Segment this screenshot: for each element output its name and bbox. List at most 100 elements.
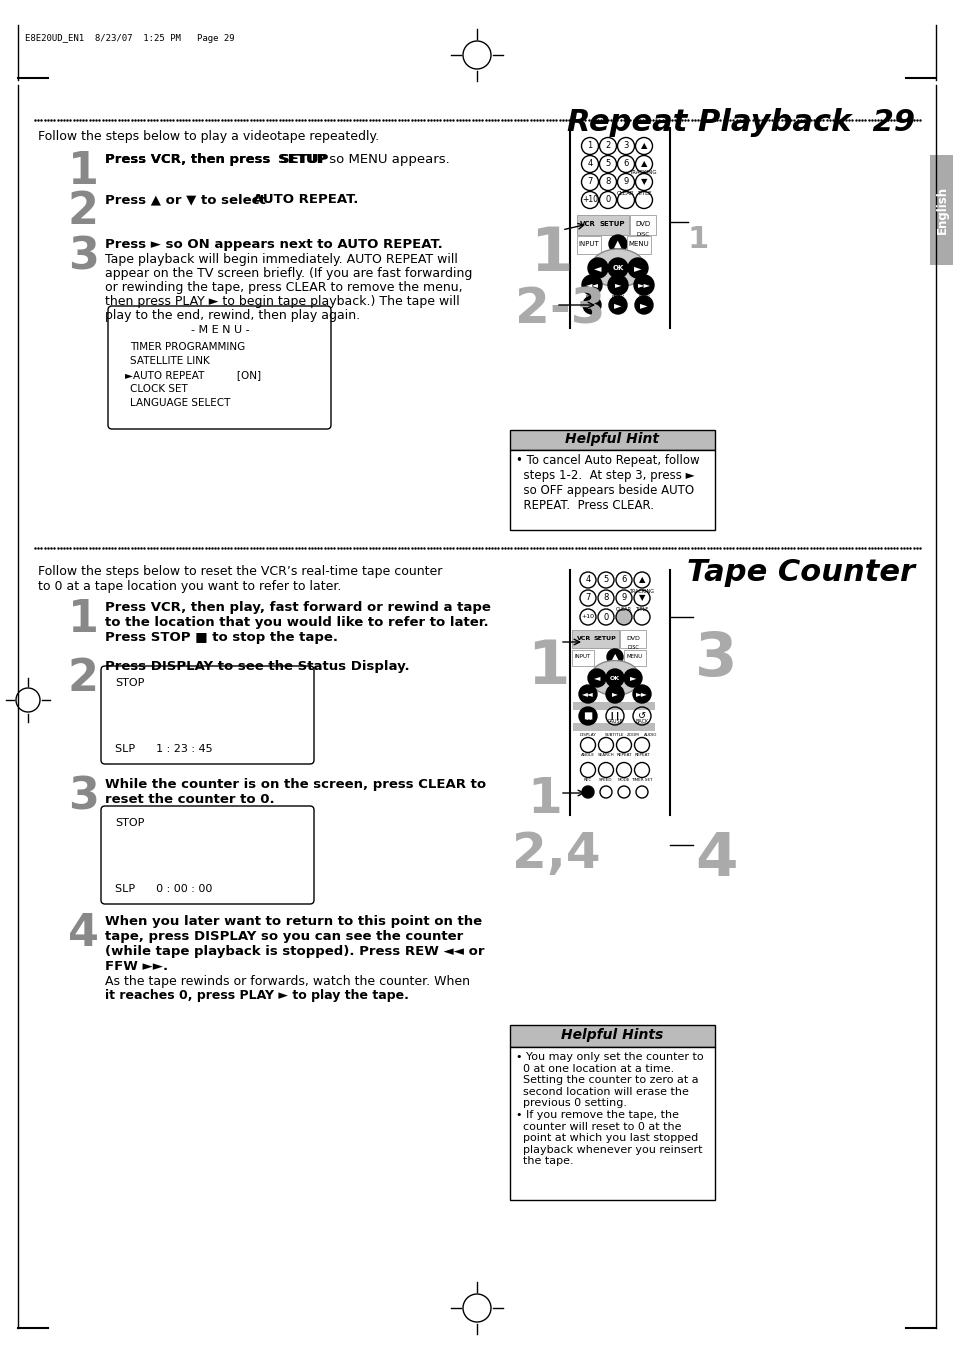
- Text: OK: OK: [612, 265, 623, 272]
- Text: SETUP: SETUP: [277, 153, 326, 166]
- Text: ►: ►: [612, 689, 618, 698]
- Text: 1: 1: [526, 638, 569, 697]
- Text: 1: 1: [687, 226, 708, 254]
- FancyBboxPatch shape: [101, 807, 314, 904]
- Text: PLAY: PLAY: [611, 295, 624, 300]
- Text: it reaches 0, press PLAY ► to play the tape.: it reaches 0, press PLAY ► to play the t…: [105, 989, 409, 1002]
- Text: REPEAT: REPEAT: [616, 753, 631, 757]
- Circle shape: [635, 296, 652, 313]
- Circle shape: [623, 669, 641, 688]
- Text: ◄: ◄: [594, 263, 601, 273]
- Text: 2: 2: [605, 142, 610, 150]
- Text: • To cancel Auto Repeat, follow
  steps 1-2.  At step 3, press ►
  so OFF appear: • To cancel Auto Repeat, follow steps 1-…: [516, 454, 699, 512]
- Text: Press VCR, then press: Press VCR, then press: [105, 153, 274, 166]
- Text: SATELLITE LINK: SATELLITE LINK: [130, 357, 210, 366]
- Circle shape: [633, 685, 650, 703]
- Text: 2,4: 2,4: [512, 830, 600, 878]
- Text: FFW: FFW: [638, 295, 649, 300]
- FancyBboxPatch shape: [108, 305, 331, 430]
- Text: TRACKING: TRACKING: [629, 170, 656, 176]
- FancyBboxPatch shape: [572, 630, 618, 648]
- Text: INPUT: INPUT: [578, 240, 598, 247]
- FancyBboxPatch shape: [619, 630, 645, 648]
- Text: English: English: [935, 186, 947, 234]
- Text: MENU: MENU: [628, 240, 649, 247]
- Text: reset the counter to 0.: reset the counter to 0.: [105, 793, 274, 807]
- Text: TITLE: TITLE: [635, 607, 648, 612]
- Text: ►AUTO REPEAT          [ON]: ►AUTO REPEAT [ON]: [125, 370, 261, 380]
- Text: CLEAR: CLEAR: [617, 190, 634, 196]
- Text: - M E N U -: - M E N U -: [191, 326, 249, 335]
- Ellipse shape: [589, 661, 639, 696]
- Text: SLP      1 : 23 : 45: SLP 1 : 23 : 45: [115, 744, 213, 754]
- Text: Press VCR, then press: Press VCR, then press: [105, 153, 274, 166]
- Text: 1: 1: [68, 598, 99, 640]
- Text: AUTO REPEAT.: AUTO REPEAT.: [253, 193, 358, 205]
- Text: REC: REC: [583, 778, 592, 782]
- Text: VCR: VCR: [577, 635, 591, 640]
- FancyBboxPatch shape: [577, 215, 628, 235]
- Text: +10: +10: [581, 615, 594, 620]
- Text: While the counter is on the screen, press CLEAR to: While the counter is on the screen, pres…: [105, 778, 486, 790]
- FancyBboxPatch shape: [569, 128, 669, 328]
- Text: DISC: DISC: [636, 232, 649, 236]
- FancyBboxPatch shape: [626, 236, 650, 254]
- Text: ■: ■: [583, 711, 592, 721]
- Text: ZOOM: ZOOM: [626, 734, 639, 738]
- Circle shape: [581, 276, 601, 295]
- Ellipse shape: [590, 249, 645, 286]
- Text: Follow the steps below to play a videotape repeatedly.: Follow the steps below to play a videota…: [38, 130, 378, 143]
- Text: ▲: ▲: [639, 576, 644, 585]
- Text: 1: 1: [526, 775, 561, 823]
- FancyBboxPatch shape: [573, 703, 655, 711]
- Text: STOP: STOP: [115, 678, 144, 688]
- Text: 8: 8: [602, 593, 608, 603]
- Text: Press STOP ■ to stop the tape.: Press STOP ■ to stop the tape.: [105, 631, 337, 644]
- Text: tape, press DISPLAY so you can see the counter: tape, press DISPLAY so you can see the c…: [105, 929, 463, 943]
- Text: 9: 9: [622, 177, 628, 186]
- Circle shape: [578, 685, 597, 703]
- Text: 4: 4: [695, 830, 737, 889]
- Text: ▼: ▼: [640, 177, 646, 186]
- Text: DISC: DISC: [626, 644, 639, 650]
- Text: 6: 6: [622, 159, 628, 169]
- FancyBboxPatch shape: [629, 215, 656, 235]
- Text: then press PLAY ► to begin tape playback.) The tape will: then press PLAY ► to begin tape playback…: [105, 295, 459, 308]
- Text: ▲: ▲: [640, 159, 646, 169]
- Text: VCR: VCR: [579, 222, 596, 227]
- Text: ▲: ▲: [640, 142, 646, 150]
- Text: E8E20UD_EN1  8/23/07  1:25 PM   Page 29: E8E20UD_EN1 8/23/07 1:25 PM Page 29: [25, 34, 234, 43]
- Text: SETUP: SETUP: [598, 222, 624, 227]
- Text: appear on the TV screen briefly. (If you are fast forwarding: appear on the TV screen briefly. (If you…: [105, 267, 472, 280]
- Circle shape: [616, 609, 631, 626]
- Text: Press ▲ or ▼ to select: Press ▲ or ▼ to select: [105, 193, 270, 205]
- Circle shape: [607, 258, 627, 278]
- Circle shape: [634, 276, 654, 295]
- Text: ANGLE: ANGLE: [580, 753, 595, 757]
- Text: As the tape rewinds or forwards, watch the counter. When: As the tape rewinds or forwards, watch t…: [105, 975, 470, 988]
- Text: MODE: MODE: [618, 778, 630, 782]
- FancyBboxPatch shape: [577, 236, 600, 254]
- Text: 1: 1: [530, 226, 572, 284]
- FancyBboxPatch shape: [929, 155, 953, 265]
- Text: MENU: MENU: [626, 654, 642, 659]
- Text: When you later want to return to this point on the: When you later want to return to this po…: [105, 915, 481, 928]
- Circle shape: [605, 685, 623, 703]
- Text: 3: 3: [68, 775, 99, 817]
- Text: 6: 6: [620, 576, 626, 585]
- FancyBboxPatch shape: [623, 650, 645, 666]
- Text: ►: ►: [614, 300, 621, 309]
- Circle shape: [627, 258, 647, 278]
- Text: STOP: STOP: [581, 719, 594, 724]
- Text: CLEAR: CLEAR: [616, 607, 631, 612]
- Text: TITLE: TITLE: [636, 190, 651, 196]
- Text: Tape Counter: Tape Counter: [686, 558, 914, 586]
- Text: ↺: ↺: [638, 711, 645, 721]
- Circle shape: [607, 276, 627, 295]
- Text: SPEED: SPEED: [598, 778, 612, 782]
- Text: ▲: ▲: [614, 239, 621, 249]
- Text: ►►: ►►: [636, 689, 647, 698]
- Text: 2-3: 2-3: [515, 285, 605, 332]
- Text: +10: +10: [581, 196, 598, 204]
- Text: 2: 2: [68, 190, 99, 232]
